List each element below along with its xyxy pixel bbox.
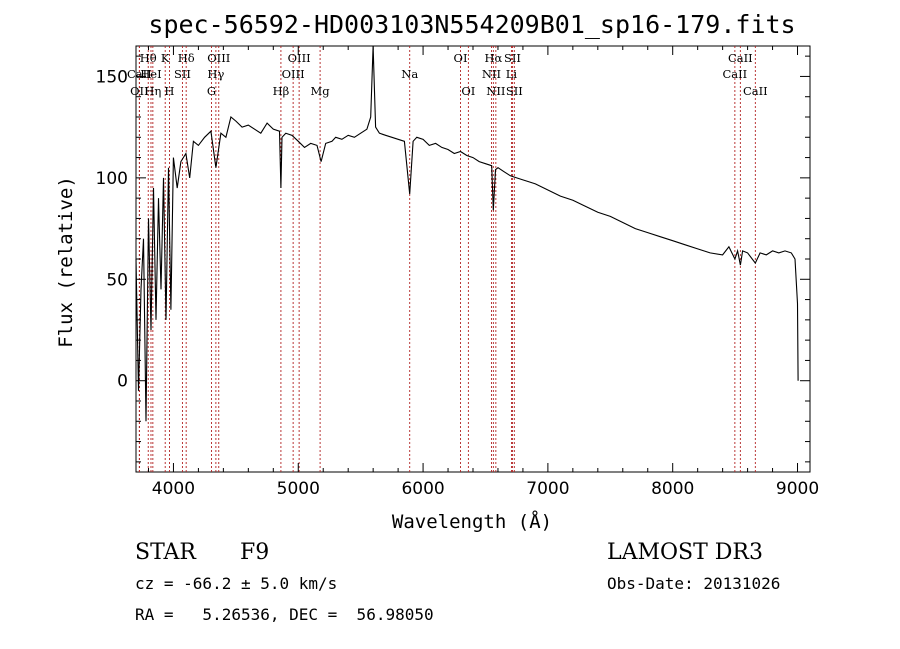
x-axis-label: Wavelength (Å) [392, 510, 552, 533]
spectral-line-label: NII [486, 84, 505, 98]
x-axis-ticks: 4000 5000 6000 7000 8000 9000 [147, 46, 819, 499]
survey-name: LAMOST DR3 [607, 540, 763, 565]
spectral-line-label: CaII [127, 67, 152, 81]
spectral-line-label: OIII [207, 51, 230, 65]
spectral-line-label: CaII [728, 51, 753, 65]
x-tick-label: 9000 [776, 479, 819, 499]
y-axis-ticks: 0 50 100 150 [96, 55, 810, 463]
x-tick-label: 6000 [401, 479, 444, 499]
x-tick-label: 5000 [277, 479, 320, 499]
spectral-line-label: CaII [743, 84, 768, 98]
flux-spectrum-line [135, 45, 799, 422]
spectral-line-label: Hθ [140, 51, 157, 65]
redshift-velocity: cz = -66.2 ± 5.0 km/s [135, 574, 337, 593]
spectral-line-label: Hδ [178, 51, 195, 65]
plot-frame [135, 45, 811, 473]
spectral-line-label: CaII [722, 67, 747, 81]
x-tick-label: 8000 [651, 479, 694, 499]
observation-date: Obs-Date: 20131026 [607, 574, 780, 593]
spectral-line-label: G [207, 84, 216, 98]
info-block: STAR F9 LAMOST DR3 cz = -66.2 ± 5.0 km/s… [135, 540, 780, 624]
spectral-line-label: NII [482, 67, 501, 81]
spectral-line-label: Li [506, 67, 518, 81]
spectral-line-label: Mg [311, 84, 331, 98]
spectral-line-markers [138, 46, 756, 472]
y-tick-label: 50 [106, 270, 128, 290]
y-tick-label: 100 [96, 169, 128, 189]
spectral-line-label: OIII [282, 67, 305, 81]
spectral-line-label: OI [454, 51, 468, 65]
spectral-line-label: Na [401, 67, 418, 81]
object-class: STAR [135, 540, 197, 565]
spectral-line-label: SII [504, 51, 521, 65]
spectral-line-label: SII [174, 67, 191, 81]
y-tick-label: 150 [96, 67, 128, 87]
spectral-line-label: OIII [288, 51, 311, 65]
spectral-line-label: OII [130, 84, 149, 98]
spectral-line-label: Hα [484, 51, 502, 65]
x-tick-label: 7000 [526, 479, 569, 499]
spectral-line-label: SII [506, 84, 523, 98]
spectral-line-label: K [161, 51, 170, 65]
spectral-line-label: Hγ [207, 67, 224, 81]
spectral-line-label: H [164, 84, 174, 98]
spectral-line-label: Hη [144, 84, 161, 98]
spectral-line-label: HeI [140, 67, 161, 81]
object-subclass: F9 [240, 540, 269, 565]
chart-title: spec-56592-HD003103N554209B01_sp16-179.f… [148, 10, 795, 39]
y-axis-label: Flux (relative) [55, 176, 77, 348]
coordinates: RA = 5.26536, DEC = 56.98050 [135, 605, 434, 624]
x-tick-label: 4000 [152, 479, 195, 499]
spectral-line-label: Hβ [273, 84, 290, 98]
y-tick-label: 0 [117, 372, 128, 392]
spectral-line-label: OI [461, 84, 475, 98]
